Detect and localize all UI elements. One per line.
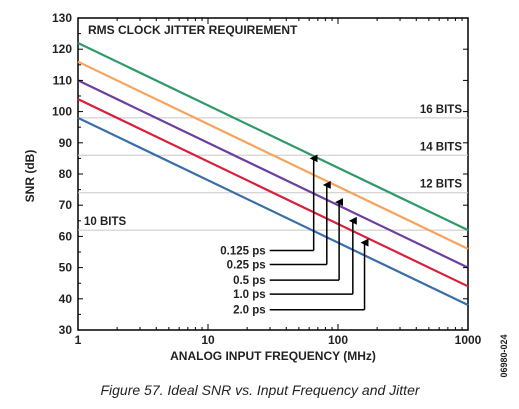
y-tick-label: 70 xyxy=(59,198,73,212)
y-tick-label: 130 xyxy=(52,11,72,25)
y-axis-title: SNR (dB) xyxy=(23,150,37,203)
jitter-label: 1.0 ps xyxy=(233,289,266,301)
figure-id: 06980-024 xyxy=(499,334,509,377)
jitter-label: 0.5 ps xyxy=(233,275,266,287)
figure-caption: Figure 57. Ideal SNR vs. Input Frequency… xyxy=(100,382,420,398)
y-tick-label: 90 xyxy=(59,136,73,150)
chart-title: RMS CLOCK JITTER REQUIREMENT xyxy=(88,23,298,37)
series-line-0_25-ps xyxy=(77,60,469,250)
y-tick-label: 120 xyxy=(52,42,72,56)
series-line-0_5-ps xyxy=(77,79,469,269)
series-lines xyxy=(77,41,469,307)
y-tick-label: 50 xyxy=(59,261,73,275)
x-axis-title: ANALOG INPUT FREQUENCY (MHz) xyxy=(170,349,376,363)
x-tick-label: 10 xyxy=(201,333,215,347)
y-tick-label: 80 xyxy=(59,167,73,181)
y-tick-label: 110 xyxy=(53,73,73,87)
jitter-label: 2.0 ps xyxy=(233,305,266,317)
reference-label: 10 BITS xyxy=(84,216,127,228)
y-tick-label: 100 xyxy=(52,105,72,119)
x-tick-label: 1 xyxy=(75,333,82,347)
jitter-label: 0.25 ps xyxy=(227,259,266,271)
y-tick-label: 60 xyxy=(59,229,73,243)
series-line-2_0-ps xyxy=(77,116,469,307)
series-line-1_0-ps xyxy=(77,98,469,288)
series-line-0_125-ps xyxy=(77,41,469,232)
jitter-label: 0.125 ps xyxy=(220,245,265,257)
reference-label: 14 BITS xyxy=(420,141,463,153)
x-tick-label: 100 xyxy=(328,333,348,347)
y-tick-label: 30 xyxy=(59,323,73,337)
x-tick-label: 1000 xyxy=(455,333,482,347)
reference-label: 12 BITS xyxy=(420,179,463,191)
y-tick-label: 40 xyxy=(59,292,73,306)
jitter-annotations: 0.125 ps 0.25 ps 0.5 ps 1.0 ps 2.0 ps xyxy=(220,154,369,317)
reference-label: 16 BITS xyxy=(420,104,463,116)
